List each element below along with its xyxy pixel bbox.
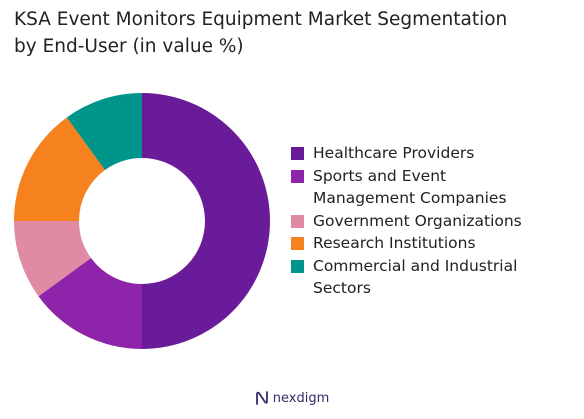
legend-label-government-organizations: Government Organizations (313, 211, 522, 230)
legend-item-research-institutions: Research Institutions (291, 232, 576, 255)
chart-legend: Healthcare Providers Sports and Event Ma… (291, 142, 576, 300)
brand-footer: nexdigm (0, 390, 584, 406)
legend-item-government-organizations: Government Organizations (291, 210, 576, 233)
donut-chart (14, 93, 270, 349)
donut-slice-research-institutions (14, 117, 105, 221)
chart-title: KSA Event Monitors Equipment Market Segm… (14, 6, 574, 60)
nexdigm-logo-icon (255, 391, 268, 405)
brand-name: nexdigm (272, 391, 330, 406)
chart-title-line-1: KSA Event Monitors Equipment Market Segm… (14, 9, 508, 30)
legend-label-commercial-and-industrial-cont: Sectors (313, 279, 371, 297)
legend-label-research-institutions: Research Institutions (313, 234, 476, 252)
donut-slice-sports-and-event-management-companies (38, 258, 142, 349)
legend-swatch-commercial-and-industrial (291, 259, 304, 273)
legend-label-sports-and-event-management-cont: Management Companies (313, 189, 507, 207)
donut-slice-healthcare-providers (142, 93, 270, 349)
legend-label-sports-and-event-management: Sports and Event (313, 166, 447, 185)
donut-slice-government-organizations (14, 221, 92, 297)
legend-item-sports-and-event-management: Sports and Event Management Companies (291, 165, 576, 210)
chart-title-line-2: by End-User (in value %) (14, 36, 244, 57)
donut-slice-commercial-and-industrial-sectors (66, 93, 142, 171)
legend-swatch-research-institutions (291, 237, 304, 250)
legend-label-commercial-and-industrial: Commercial and Industrial (313, 256, 518, 275)
legend-label-healthcare-providers: Healthcare Providers (313, 144, 475, 162)
legend-swatch-government-organizations (291, 214, 304, 228)
legend-item-healthcare-providers: Healthcare Providers (291, 142, 576, 165)
legend-swatch-sports-and-event-management (291, 169, 304, 183)
legend-swatch-healthcare-providers (291, 147, 304, 160)
legend-item-commercial-and-industrial: Commercial and Industrial Sectors (291, 255, 576, 300)
